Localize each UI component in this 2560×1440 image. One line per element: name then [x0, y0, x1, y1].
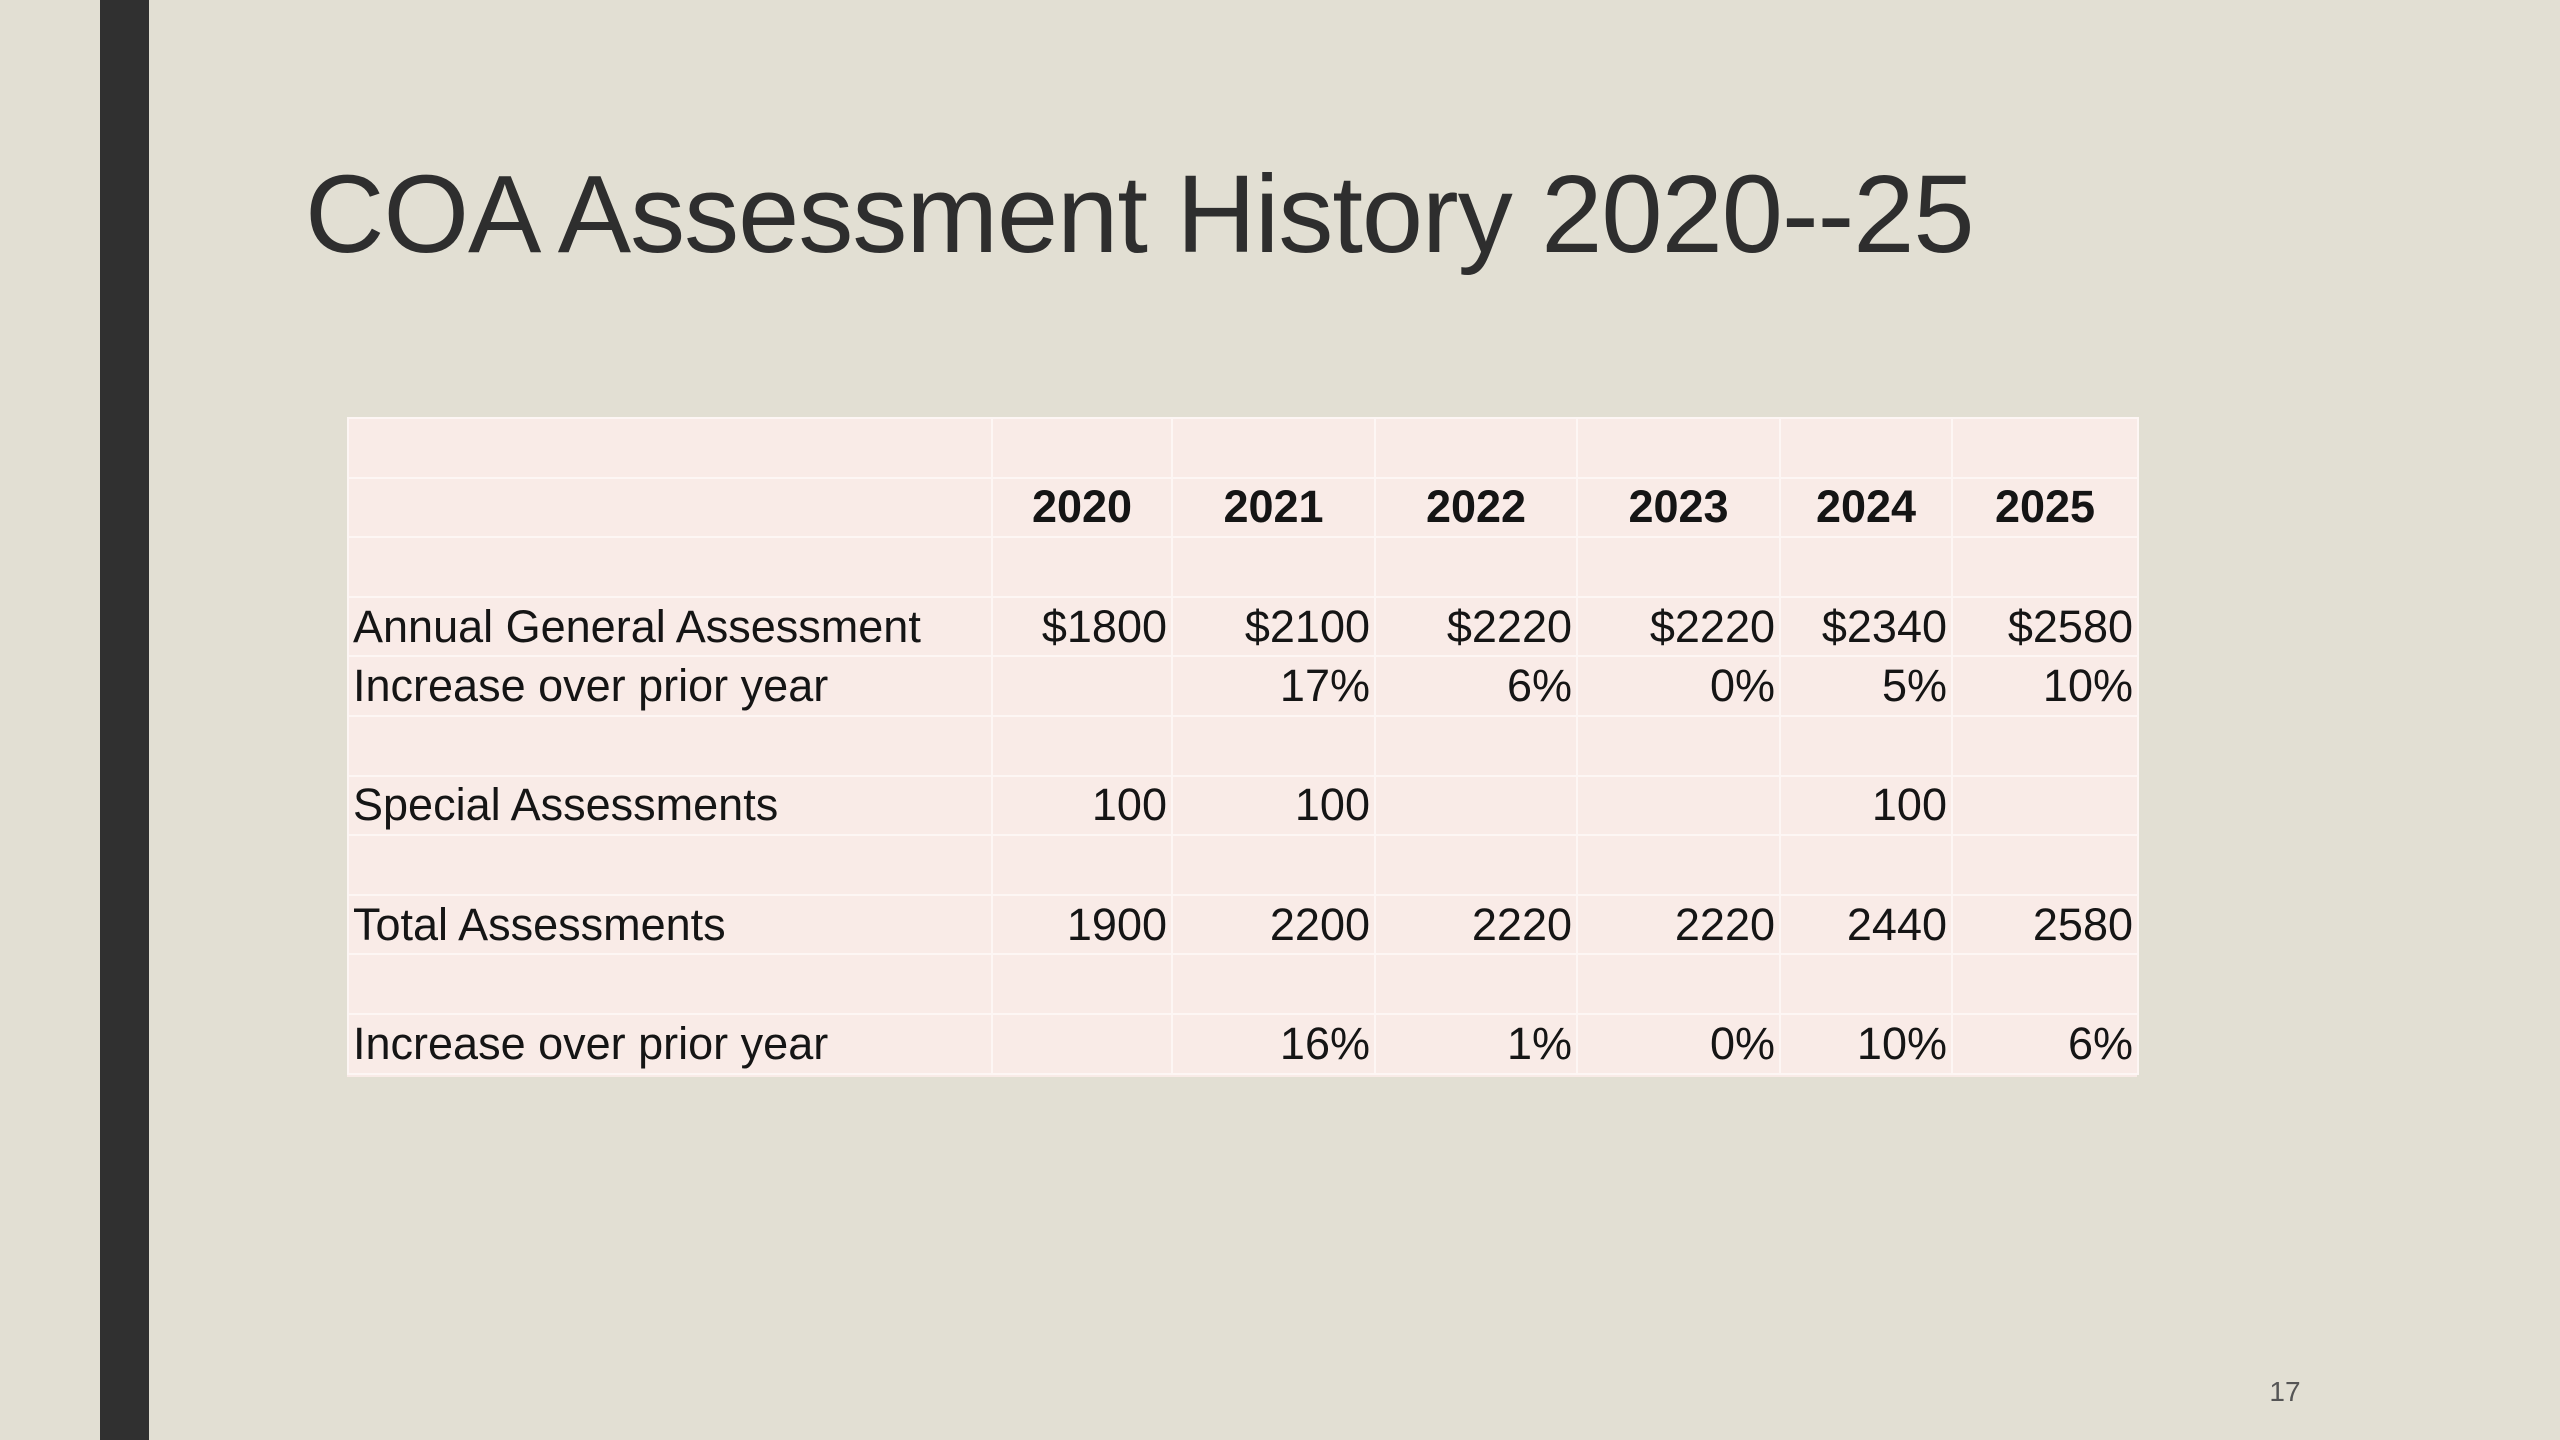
table-cell: $2220 — [1374, 595, 1578, 658]
header-corner-cell — [347, 476, 993, 539]
row-label: Annual General Assessment — [347, 595, 993, 658]
table-cell: 5% — [1779, 655, 1953, 717]
table-cell — [991, 655, 1173, 717]
table-cell: 100 — [1779, 774, 1953, 837]
table-cell: 1900 — [991, 893, 1173, 956]
table-row-spacer — [347, 834, 2139, 896]
table-cell: 2200 — [1171, 893, 1376, 956]
table-cell: 0% — [1576, 655, 1781, 717]
column-header-year: 2025 — [1951, 476, 2139, 539]
slide-title: COA Assessment History 2020--25 — [305, 153, 1975, 276]
column-header-year: 2024 — [1779, 476, 1953, 539]
table-row-spacer — [347, 536, 2139, 598]
table-cell — [1951, 774, 2139, 837]
row-label: Special Assessments — [347, 774, 993, 837]
assessment-history-table: 2020 2021 2022 2023 2024 2025 Annual Gen… — [347, 417, 2139, 1075]
assessment-table-container: 2020 2021 2022 2023 2024 2025 Annual Gen… — [347, 417, 2139, 1077]
table-row-spacer — [347, 714, 2139, 777]
table-cell: 2220 — [1576, 893, 1781, 956]
column-header-year: 2020 — [991, 476, 1173, 539]
column-header-year: 2023 — [1576, 476, 1781, 539]
slide-page-number: 17 — [2269, 1376, 2301, 1407]
table-cell: 10% — [1951, 655, 2139, 717]
table-row-spacer — [347, 417, 2139, 479]
table-row: Special Assessments 100 100 100 — [347, 774, 2139, 837]
table-cell: 100 — [991, 774, 1173, 837]
table-cell: 100 — [1171, 774, 1376, 837]
table-row: Annual General Assessment $1800 $2100 $2… — [347, 595, 2139, 658]
table-cell — [1374, 774, 1578, 837]
table-cell: $2100 — [1171, 595, 1376, 658]
column-header-year: 2021 — [1171, 476, 1376, 539]
table-cell: 2440 — [1779, 893, 1953, 956]
table-cell: $2580 — [1951, 595, 2139, 658]
column-header-year: 2022 — [1374, 476, 1578, 539]
side-accent-bar — [100, 0, 149, 1440]
table-cell — [1576, 774, 1781, 837]
table-header-row: 2020 2021 2022 2023 2024 2025 — [347, 476, 2139, 539]
table-cell: $2220 — [1576, 595, 1781, 658]
table-row-spacer — [347, 953, 2139, 1015]
table-cell: 1% — [1374, 1012, 1578, 1075]
table-cell: 16% — [1171, 1012, 1376, 1075]
table-cell: 0% — [1576, 1012, 1781, 1075]
table-cell: $2340 — [1779, 595, 1953, 658]
table-cell: 10% — [1779, 1012, 1953, 1075]
table-cell: 6% — [1951, 1012, 2139, 1075]
table-cell: 17% — [1171, 655, 1376, 717]
table-row: Increase over prior year 17% 6% 0% 5% 10… — [347, 655, 2139, 717]
table-cell: $1800 — [991, 595, 1173, 658]
table-row: Total Assessments 1900 2200 2220 2220 24… — [347, 893, 2139, 956]
table-cell — [991, 1012, 1173, 1075]
row-label: Increase over prior year — [347, 1012, 993, 1075]
table-cell: 6% — [1374, 655, 1578, 717]
row-label: Increase over prior year — [347, 655, 993, 717]
table-cell: 2580 — [1951, 893, 2139, 956]
table-cell: 2220 — [1374, 893, 1578, 956]
row-label: Total Assessments — [347, 893, 993, 956]
table-row: Increase over prior year 16% 1% 0% 10% 6… — [347, 1012, 2139, 1075]
